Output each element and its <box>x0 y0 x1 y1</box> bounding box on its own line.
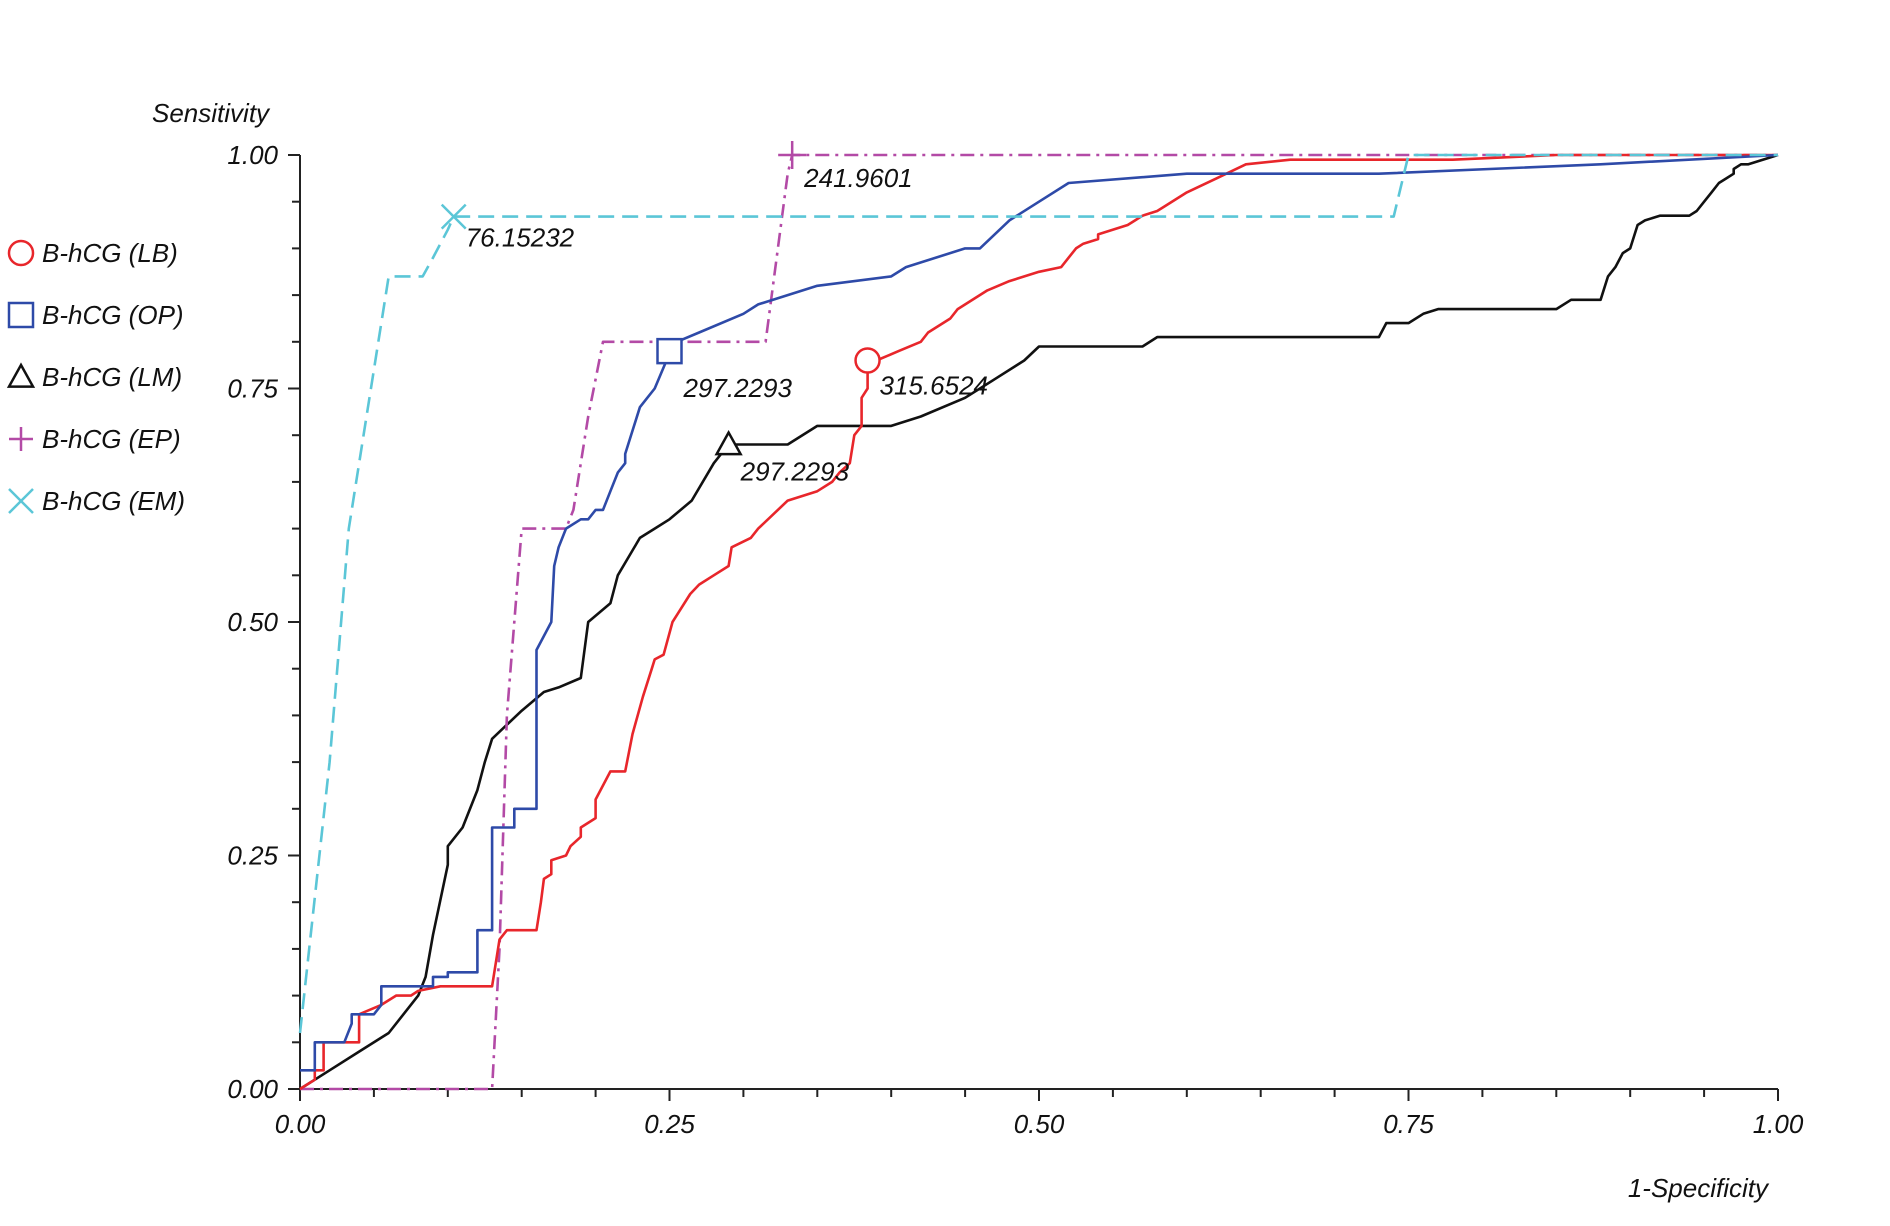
legend-label-lb: B-hCG (LB) <box>42 238 178 268</box>
series-line-em <box>298 153 1778 1034</box>
x-tick-label: 1.00 <box>1753 1109 1804 1139</box>
axes: 0.00 0.25 0.50 0.75 1.00 0.00 0.25 0.50 0.75 1.0… <box>152 98 1804 1203</box>
cutoff-marker-op <box>656 337 683 365</box>
y-tick-label: 0.25 <box>227 841 278 871</box>
cutoff-label-lb: 315.6524 <box>880 370 988 400</box>
cutoff-label-em: 76.15232 <box>466 223 575 253</box>
x-axis-label: 1-Specificity <box>1628 1173 1770 1203</box>
y-tick-label: 0.50 <box>227 607 278 637</box>
legend: B-hCG (LB) B-hCG (OP) B-hCG (LM) B-hCG (EP)… <box>6 238 185 516</box>
legend-marker-em <box>8 488 34 514</box>
x-tick-label: 0.00 <box>275 1109 326 1139</box>
x-tick-label: 0.50 <box>1014 1109 1065 1139</box>
x-tick-label: 0.25 <box>644 1109 695 1139</box>
y-tick-label: 0.00 <box>227 1074 278 1104</box>
series-line-ep <box>300 153 1778 1091</box>
legend-marker-op <box>7 301 35 329</box>
legend-marker-lb <box>7 239 35 267</box>
x-ticks: 0.00 0.25 0.50 0.75 1.00 <box>275 1089 1804 1139</box>
legend-label-ep: B-hCG (EP) <box>42 424 181 454</box>
series-line-op <box>300 153 1779 1072</box>
x-tick-label: 0.75 <box>1383 1109 1434 1139</box>
cutoff-label-lm: 297.2293 <box>740 457 850 487</box>
cutoff-label-ep: 241.9601 <box>803 163 912 193</box>
legend-label-em: B-hCG (EM) <box>42 486 185 516</box>
cutoff-marker-lb <box>854 347 881 374</box>
y-axis-label: Sensitivity <box>152 98 271 128</box>
series-line-lm <box>299 153 1779 1091</box>
cutoff-label-op: 297.2293 <box>683 373 793 403</box>
legend-label-op: B-hCG (OP) <box>42 300 184 330</box>
y-tick-label: 1.00 <box>227 140 278 170</box>
cutoff-marker-em <box>440 203 467 230</box>
legend-marker-ep <box>9 427 33 451</box>
y-ticks: 0.00 0.25 0.50 0.75 1.00 <box>227 140 300 1104</box>
cutoff-marker-lm <box>714 429 743 456</box>
series-line-lb <box>299 153 1778 1091</box>
y-tick-label: 0.75 <box>227 374 278 404</box>
legend-marker-lm <box>6 362 36 388</box>
legend-label-lm: B-hCG (LM) <box>42 362 182 392</box>
cutoff-marker-ep <box>778 141 807 169</box>
series-group: 315.6524 297.2293 297.2293 241.9601 76.15232 <box>298 141 1779 1091</box>
